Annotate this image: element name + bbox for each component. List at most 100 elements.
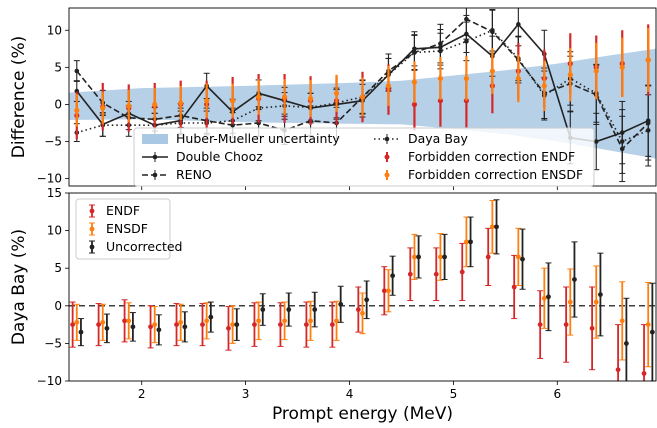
legend-marker: [89, 208, 95, 214]
data-point: [200, 322, 205, 327]
data-point: [338, 301, 344, 307]
data-point: [515, 75, 521, 82]
data-point: [619, 64, 625, 70]
data-point: [308, 318, 313, 324]
x-tick-label: 6: [553, 387, 561, 401]
legend-label: Daya Bay: [408, 131, 469, 146]
legend-entry: ENSDF: [89, 221, 148, 236]
data-point: [148, 324, 153, 330]
data-point: [256, 94, 262, 100]
x-tick-label: 3: [242, 387, 250, 401]
top-legend: Huber-Mueller uncertainty Double Chooz REN…: [133, 127, 595, 187]
data-point: [178, 100, 184, 106]
legend-marker: [384, 154, 390, 160]
data-point: [286, 307, 292, 312]
data-point: [515, 254, 521, 260]
y-tick-label: 0: [54, 97, 62, 111]
data-point: [104, 325, 110, 331]
data-point: [489, 224, 495, 230]
data-point: [360, 310, 365, 316]
data-point: [563, 322, 569, 327]
x-tick-label: 5: [450, 387, 458, 401]
data-point: [152, 101, 158, 108]
data-point: [333, 90, 340, 96]
y-tick-label: −10: [37, 374, 62, 388]
series-uncorrected: [77, 199, 656, 381]
data-point: [390, 273, 396, 279]
data-point: [615, 367, 621, 373]
legend-swatch: [142, 134, 168, 144]
legend-marker: [152, 154, 158, 160]
data-point: [463, 239, 469, 245]
data-point: [416, 254, 422, 260]
data-point: [537, 322, 543, 327]
data-point: [593, 299, 599, 305]
legend-marker: [384, 172, 390, 178]
data-point: [281, 94, 288, 100]
data-point: [437, 75, 444, 82]
data-point: [182, 324, 188, 330]
y-tick-label: −5: [44, 336, 62, 350]
data-point: [226, 325, 231, 331]
data-point: [572, 277, 577, 282]
y-tick-label: 5: [54, 60, 62, 74]
y-tick-label: 15: [47, 186, 62, 200]
y-tick-label: 10: [47, 23, 62, 37]
series-forbidden-correction-ensdf: [74, 28, 651, 127]
data-point: [490, 27, 495, 33]
data-point: [100, 105, 106, 111]
data-point: [516, 22, 521, 27]
data-point: [364, 297, 370, 303]
data-point: [485, 254, 491, 260]
data-point: [204, 98, 210, 104]
data-point: [412, 254, 417, 260]
y-tick-label: 10: [47, 224, 62, 238]
data-point: [260, 307, 266, 312]
data-point: [623, 341, 629, 346]
data-point: [438, 48, 443, 54]
legend-box: [133, 127, 595, 187]
data-point: [442, 254, 447, 260]
data-point: [303, 322, 309, 327]
legend-marker: [89, 244, 95, 250]
y-axis-label: Difference (%): [9, 36, 29, 158]
legend-entry: Forbidden correction ENDF: [384, 149, 575, 164]
data-point: [546, 294, 551, 300]
data-point: [411, 79, 418, 85]
legend-label: Double Chooz: [176, 149, 263, 164]
legend-box: [75, 198, 171, 260]
legend-label: RENO: [176, 167, 212, 182]
data-point: [126, 103, 132, 109]
data-point: [407, 271, 413, 277]
legend-marker: [152, 172, 158, 178]
legend-entry: Daya Bay: [374, 131, 469, 146]
data-point: [100, 319, 106, 325]
data-point: [619, 318, 625, 324]
data-point: [359, 94, 366, 100]
data-point: [645, 57, 651, 63]
legend-label: Huber-Mueller uncertainty: [176, 131, 340, 146]
bottom-data: [69, 199, 656, 381]
y-tick-label: −5: [44, 135, 62, 149]
data-point: [649, 329, 655, 335]
data-point: [541, 295, 547, 301]
data-point: [230, 322, 236, 327]
data-point: [464, 39, 469, 44]
data-point: [619, 139, 625, 144]
data-point: [70, 322, 76, 327]
bottom-axes-frame: [68, 192, 657, 382]
data-point: [74, 107, 80, 113]
data-point: [459, 269, 465, 275]
data-point: [641, 371, 647, 376]
data-point: [437, 98, 444, 104]
data-point: [567, 299, 573, 305]
data-point: [463, 75, 469, 82]
data-point: [645, 128, 651, 133]
data-point: [489, 68, 495, 74]
data-point: [468, 239, 473, 245]
series-ensdf: [73, 200, 652, 368]
legend-label: Forbidden correction ENDF: [408, 149, 575, 164]
y-tick-label: 0: [54, 299, 62, 313]
data-point: [156, 327, 162, 333]
